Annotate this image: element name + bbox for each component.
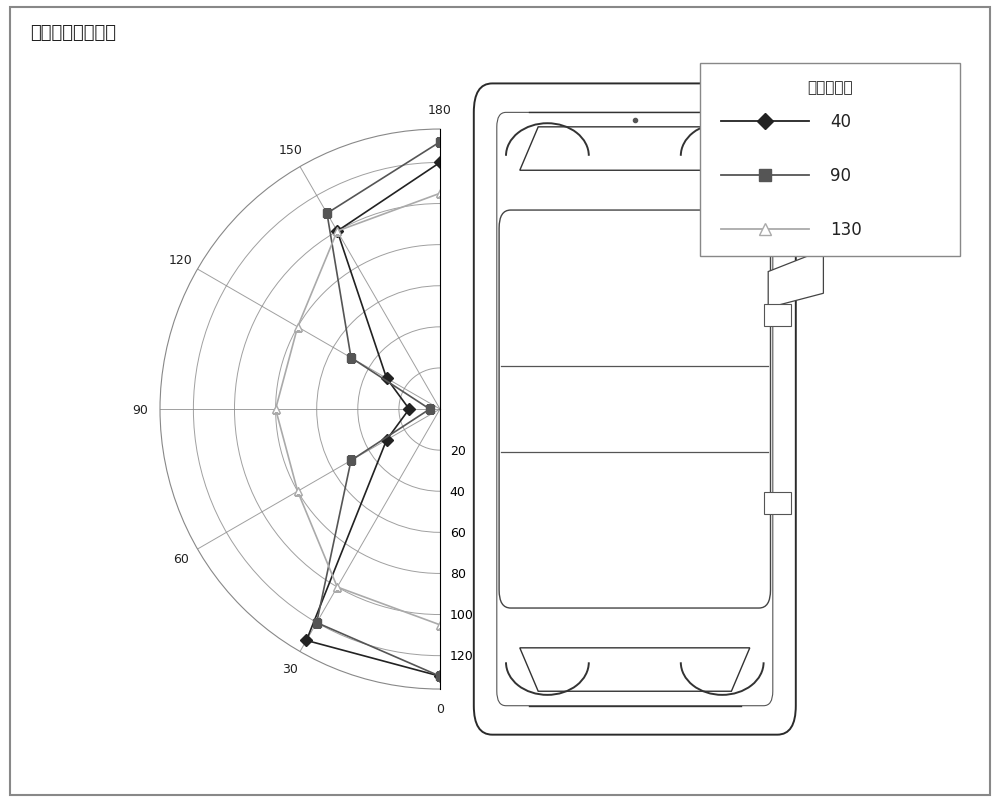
Text: 40: 40 <box>830 113 851 131</box>
Line: 90: 90 <box>313 139 444 680</box>
40 <box>403 405 415 414</box>
130 <box>434 620 446 630</box>
90 <box>434 671 446 681</box>
90 <box>434 138 446 148</box>
Text: 距地面距离: 距地面距离 <box>807 79 853 95</box>
Bar <box>764 492 791 514</box>
40 <box>331 227 343 237</box>
130 <box>331 582 343 592</box>
40 <box>434 671 446 681</box>
90 <box>424 405 436 414</box>
130 <box>292 323 304 332</box>
Polygon shape <box>520 648 750 691</box>
90 <box>321 210 333 219</box>
40 <box>300 636 312 646</box>
Text: 90: 90 <box>830 167 851 185</box>
Text: 车身两侧标定示例: 车身两侧标定示例 <box>30 24 116 42</box>
40 <box>381 374 393 384</box>
130 <box>434 190 446 199</box>
130 <box>270 405 282 414</box>
Polygon shape <box>768 251 823 308</box>
FancyBboxPatch shape <box>474 84 796 735</box>
90 <box>345 353 357 363</box>
FancyBboxPatch shape <box>700 64 960 257</box>
40 <box>434 158 446 168</box>
90 <box>345 456 357 466</box>
90 <box>311 618 323 628</box>
130 <box>331 227 343 237</box>
40 <box>381 435 393 445</box>
Polygon shape <box>520 128 750 171</box>
Line: 130: 130 <box>271 190 444 630</box>
Text: 130: 130 <box>830 221 862 239</box>
Line: 40: 40 <box>302 159 444 680</box>
FancyBboxPatch shape <box>499 210 770 609</box>
130 <box>292 487 304 496</box>
Bar <box>764 304 791 326</box>
